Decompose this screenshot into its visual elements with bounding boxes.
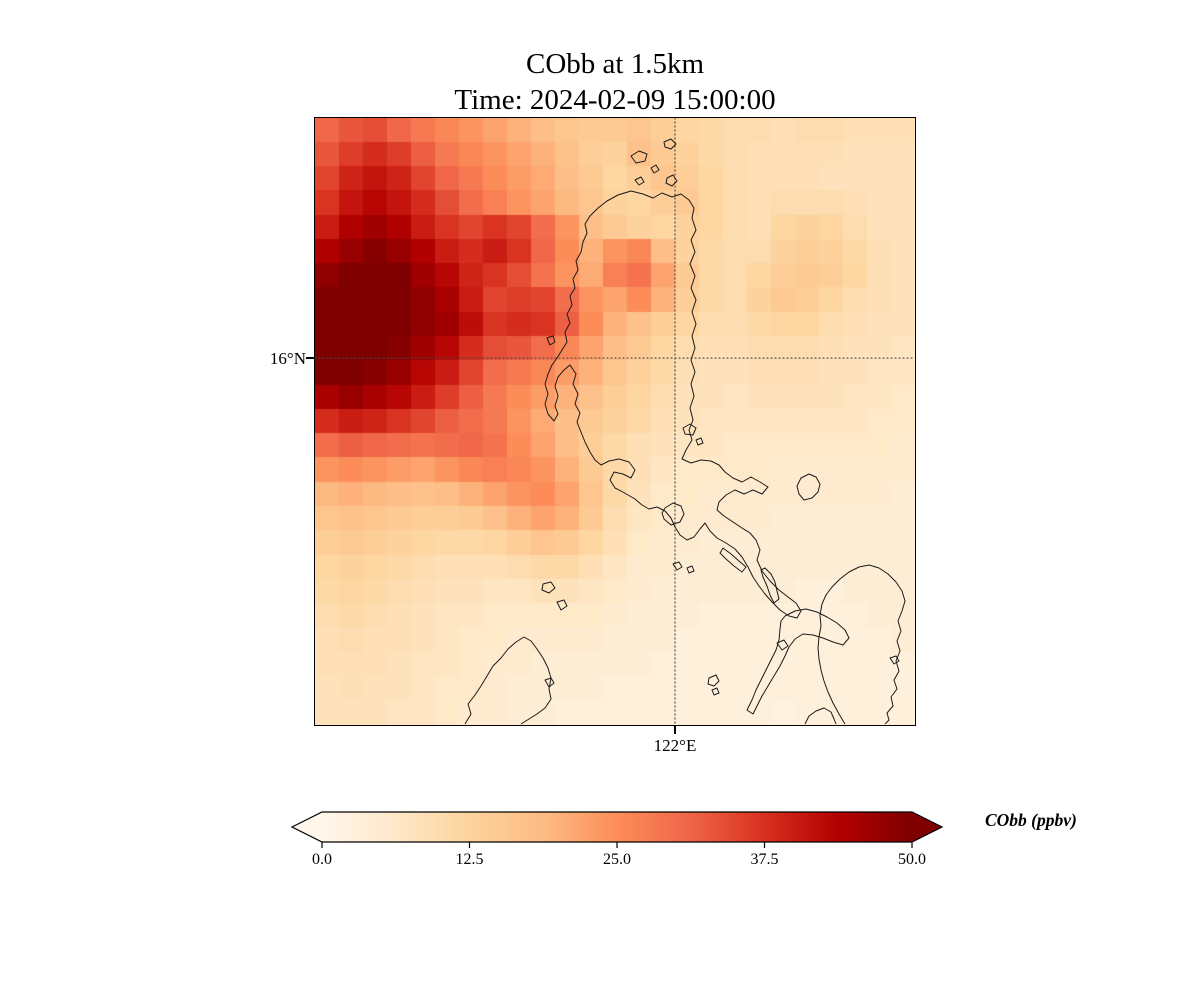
- coastline: [804, 707, 837, 725]
- coastline: [541, 581, 556, 594]
- x-axis-tick-mark: [674, 726, 676, 734]
- coastline: [711, 687, 720, 696]
- chart-subtitle: Time: 2024-02-09 15:00:00: [454, 84, 776, 116]
- coastline: [672, 561, 683, 571]
- colorbar-tick-label: 37.5: [751, 851, 779, 868]
- x-axis-tick-label: 122°E: [653, 736, 697, 755]
- coastline: [544, 190, 802, 619]
- coastline: [776, 639, 789, 651]
- heatmap-canvas: [315, 118, 915, 725]
- coastline: [464, 636, 552, 725]
- colorbar-bar: [290, 811, 944, 843]
- colorbar-tick-label: 50.0: [898, 851, 926, 868]
- coastline: [661, 502, 685, 526]
- map-overlay: [315, 118, 915, 725]
- coastline: [546, 335, 556, 346]
- coastline: [707, 674, 720, 687]
- colorbar: 0.0 12.5 25.0 37.5 50.0: [290, 811, 944, 868]
- coastline: [695, 437, 704, 446]
- colorbar-ticks: [321, 842, 913, 848]
- coastline: [889, 655, 900, 665]
- coastline: [630, 150, 648, 164]
- y-axis-tick-label: 16°N: [269, 349, 306, 368]
- coastline: [650, 164, 660, 174]
- colorbar-tick-label: 12.5: [456, 851, 484, 868]
- coastline: [663, 138, 677, 150]
- coastline: [634, 176, 645, 186]
- y-axis-tick-mark: [306, 357, 314, 359]
- coastline: [556, 599, 568, 611]
- coastline: [686, 565, 695, 574]
- map-panel: [314, 117, 916, 726]
- chart-title: CObb at 1.5km: [525, 48, 705, 80]
- coastline: [760, 567, 780, 604]
- colorbar-tick-label: 0.0: [312, 851, 332, 868]
- coastline: [665, 174, 678, 187]
- coastline: [682, 423, 697, 436]
- coastline: [746, 608, 850, 715]
- coastline: [719, 547, 747, 573]
- coastline: [544, 677, 555, 688]
- coastline: [796, 473, 821, 501]
- coastline: [817, 564, 906, 725]
- colorbar-label: CObb (ppbv): [985, 810, 1077, 830]
- colorbar-tick-label: 25.0: [603, 851, 631, 868]
